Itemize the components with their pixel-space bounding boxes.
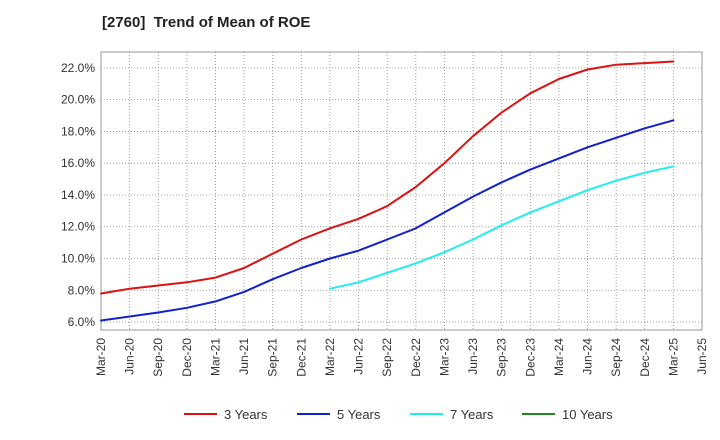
y-tick-label: 22.0% (61, 61, 95, 75)
y-axis-ticks: 6.0% 8.0% 10.0% 12.0% 14.0% 16.0% 18.0% 20.0% 22… (61, 61, 95, 329)
legend-label: 10 Years (562, 407, 613, 422)
x-tick-label: Dec-23 (523, 338, 537, 377)
x-tick-label: Jun-24 (581, 338, 595, 375)
legend: 3 Years 5 Years 7 Years 10 Years (184, 407, 613, 422)
y-tick-label: 12.0% (61, 220, 95, 234)
legend-label: 7 Years (450, 407, 494, 422)
series-line-3-years (100, 60, 675, 295)
x-tick-label: Jun-22 (352, 338, 366, 375)
series-line-7-years (329, 165, 675, 290)
y-tick-label: 18.0% (61, 124, 95, 138)
y-tick-label: 8.0% (68, 283, 96, 297)
x-tick-label: Mar-20 (94, 338, 108, 376)
x-tick-label: Sep-22 (380, 338, 394, 377)
chart-title: [2760] Trend of Mean of ROE (102, 14, 311, 31)
x-tick-label: Jun-20 (123, 338, 137, 375)
plot-frame (100, 51, 703, 331)
x-tick-label: Jun-25 (695, 338, 709, 375)
series-lines (100, 60, 675, 322)
x-tick-label: Mar-24 (552, 338, 566, 376)
x-tick-label: Sep-24 (609, 338, 623, 377)
y-tick-label: 10.0% (61, 252, 95, 266)
x-tick-label: Mar-25 (666, 338, 680, 376)
x-tick-label: Mar-21 (208, 338, 222, 376)
x-tick-label: Sep-23 (495, 338, 509, 377)
x-axis-ticks: Mar-20 Jun-20 Sep-20 Dec-20 Mar-21 Jun-21 Sep-… (94, 338, 709, 377)
y-tick-label: 20.0% (61, 93, 95, 107)
x-tick-label: Sep-21 (266, 338, 280, 377)
x-tick-label: Jun-21 (237, 338, 251, 375)
x-tick-label: Jun-23 (466, 338, 480, 375)
grid-layer (101, 52, 702, 330)
legend-label: 5 Years (337, 407, 381, 422)
x-tick-label: Dec-20 (180, 338, 194, 377)
x-tick-label: Dec-24 (638, 338, 652, 377)
series-line-5-years (100, 119, 675, 322)
x-tick-label: Mar-23 (437, 338, 451, 376)
x-tick-label: Sep-20 (151, 338, 165, 377)
x-tick-label: Mar-22 (323, 338, 337, 376)
x-tick-label: Dec-22 (409, 338, 423, 377)
y-tick-label: 6.0% (68, 315, 96, 329)
y-tick-label: 14.0% (61, 188, 95, 202)
y-tick-label: 16.0% (61, 156, 95, 170)
legend-label: 3 Years (224, 407, 268, 422)
x-tick-label: Dec-21 (294, 338, 308, 377)
